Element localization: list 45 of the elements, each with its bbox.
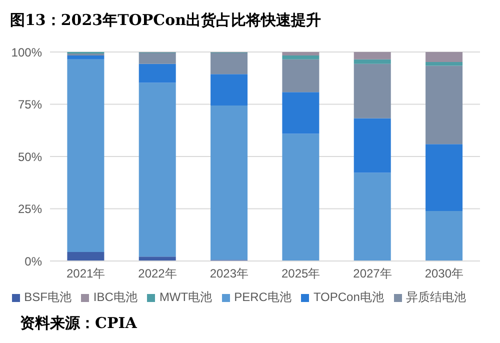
text: 资料来源：CPIA xyxy=(19,313,138,333)
bar xyxy=(282,92,320,134)
bar xyxy=(138,64,176,83)
x-tick-label: 2022年 xyxy=(138,266,177,281)
y-tick-label: 25% xyxy=(18,202,42,216)
x-tick-label: 2023年 xyxy=(210,266,249,281)
bar xyxy=(210,53,248,74)
x-tick-label: 2027年 xyxy=(353,266,392,281)
bar xyxy=(282,56,320,60)
legend-label: TOPCon电池 xyxy=(313,290,384,304)
legend-label: IBC电池 xyxy=(93,290,138,304)
y-tick-label: 50% xyxy=(18,150,42,164)
bar xyxy=(282,52,320,56)
bar xyxy=(426,52,463,62)
legend-label: 异质结电池 xyxy=(406,290,466,304)
legend-label: PERC电池 xyxy=(234,290,292,304)
bar xyxy=(354,64,391,118)
bar xyxy=(138,82,176,257)
bar xyxy=(426,211,463,261)
y-tick-label: 100% xyxy=(11,45,42,60)
legend-label: BSF电池 xyxy=(24,290,72,304)
bar xyxy=(354,59,391,64)
bar xyxy=(354,172,391,261)
bar xyxy=(67,56,104,60)
bar xyxy=(138,53,176,64)
bar xyxy=(210,74,248,106)
bar xyxy=(426,66,463,144)
bar xyxy=(210,106,248,260)
legend-label: MWT电池 xyxy=(159,290,212,304)
chart-title: 图13：2023年TOPCon出货占比将快速提升 xyxy=(9,10,322,31)
bar xyxy=(426,144,463,212)
x-tick-label: 2025年 xyxy=(281,266,320,281)
bar xyxy=(138,256,176,261)
y-tick-label: 0% xyxy=(24,254,42,268)
bar xyxy=(426,62,463,66)
bar xyxy=(67,53,104,56)
x-tick-label: 2021年 xyxy=(66,266,106,281)
bar xyxy=(67,59,104,252)
bar xyxy=(354,52,391,60)
bar xyxy=(282,59,320,92)
y-tick-label: 75% xyxy=(18,98,42,112)
bar xyxy=(354,118,391,173)
bar xyxy=(67,252,104,261)
x-tick-label: 2030年 xyxy=(424,266,464,281)
bar xyxy=(282,134,320,261)
